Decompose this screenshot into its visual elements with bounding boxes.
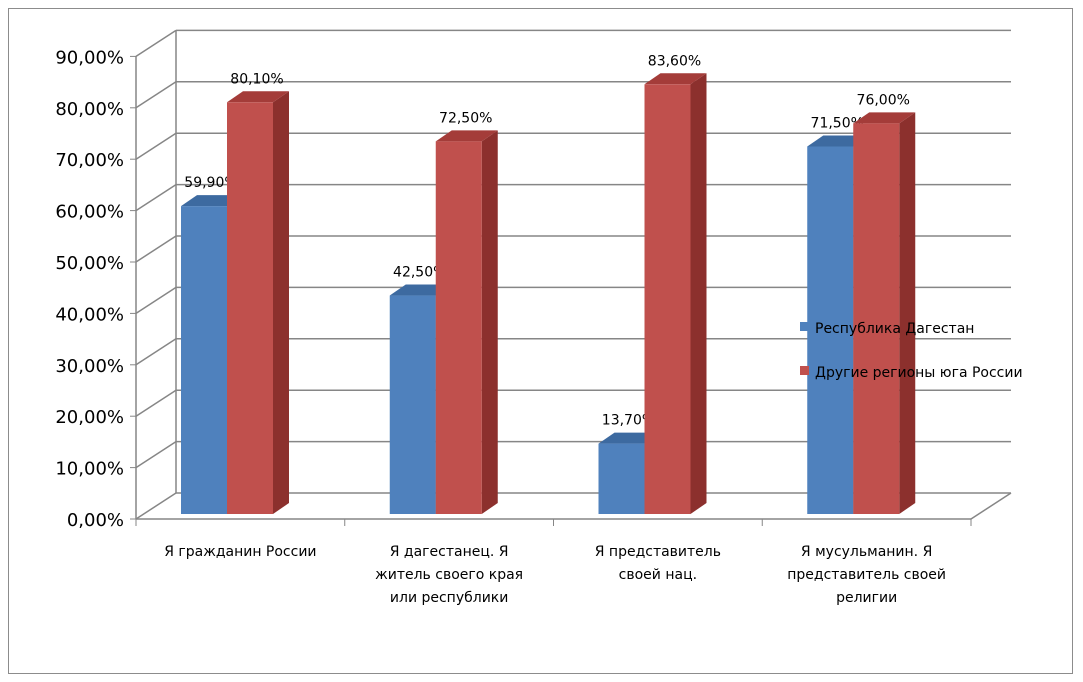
bar	[853, 123, 900, 515]
bar-top	[644, 73, 707, 85]
gridline-diagonal	[135, 29, 177, 58]
data-label: 76,00%	[857, 92, 910, 108]
gridline-diagonal	[135, 132, 177, 160]
bar	[598, 443, 645, 514]
data-label: 59,90%	[184, 175, 237, 191]
legend-label: Другие регионы юга России	[815, 365, 1023, 381]
bar-side	[273, 91, 289, 514]
data-label: 42,50%	[393, 265, 446, 281]
bar-side	[690, 73, 707, 515]
data-label: 72,50%	[439, 110, 492, 126]
y-tick-label: 10,00%	[55, 459, 124, 480]
data-label: 13,70%	[602, 413, 655, 429]
gridline-diagonal	[135, 183, 177, 212]
bar-top	[227, 91, 289, 103]
gridline-diagonal	[135, 338, 177, 366]
bar-side	[899, 112, 916, 515]
bar-top	[435, 130, 498, 142]
y-tick-label: 60,00%	[55, 202, 124, 223]
y-tick-label: 80,00%	[55, 99, 124, 120]
y-tick-label: 40,00%	[55, 304, 124, 325]
gridline-diagonal	[135, 440, 177, 469]
data-label: 80,10%	[230, 71, 283, 87]
category-label: своей нац.	[619, 567, 697, 583]
bar	[435, 141, 482, 514]
category-label: Я представитель	[595, 544, 721, 560]
category-label: или республики	[390, 590, 508, 606]
y-tick-label: 50,00%	[55, 253, 124, 274]
y-tick-label: 20,00%	[55, 407, 124, 428]
category-label: религии	[836, 590, 897, 606]
floor-right-edge	[970, 492, 1012, 520]
bar	[227, 102, 273, 514]
category-label: Я гражданин России	[164, 544, 316, 560]
bar	[644, 84, 691, 515]
category-label: житель своего края	[375, 567, 523, 583]
bar-top	[853, 112, 916, 124]
gridline-diagonal	[135, 492, 177, 520]
category-label: представитель своей	[787, 567, 946, 583]
bar	[181, 206, 227, 514]
y-tick-label: 70,00%	[55, 150, 124, 171]
legend-label: Республика Дагестан	[815, 321, 974, 337]
bar-side	[481, 130, 498, 514]
bar	[389, 295, 436, 514]
category-label: Я дагестанец. Я	[390, 544, 509, 560]
bar	[807, 146, 854, 515]
y-tick-label: 30,00%	[55, 356, 124, 377]
y-tick-label: 90,00%	[55, 47, 124, 68]
data-label: 83,60%	[648, 53, 701, 69]
gridline-diagonal	[135, 235, 177, 263]
legend-swatch	[800, 366, 809, 375]
legend-swatch	[800, 322, 809, 331]
gridline-diagonal	[135, 81, 177, 109]
y-tick-label: 0,00%	[67, 510, 124, 531]
data-label: 71,50%	[811, 115, 864, 131]
gridline-diagonal	[135, 389, 177, 417]
gridline-diagonal	[135, 286, 177, 315]
category-label: Я мусульманин. Я	[801, 544, 932, 560]
